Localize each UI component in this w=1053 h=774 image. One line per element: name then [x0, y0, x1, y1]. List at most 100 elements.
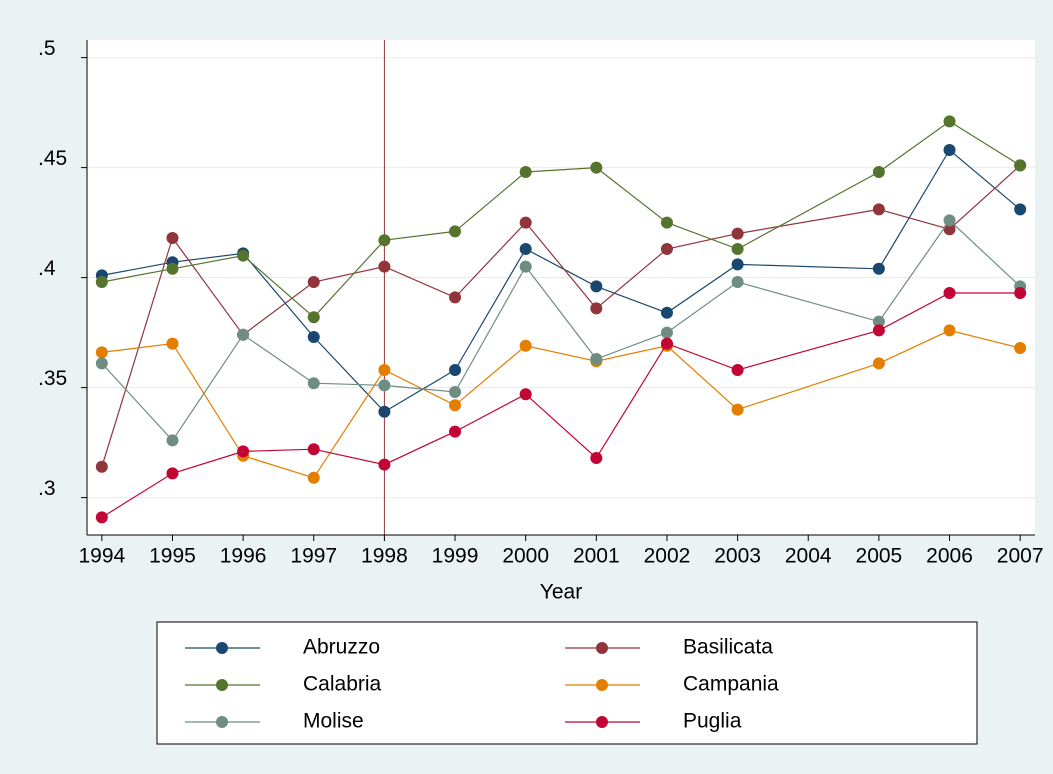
data-point [449, 386, 462, 398]
data-point [660, 326, 673, 339]
data-point [449, 399, 462, 412]
legend-label: Abruzzo [303, 636, 380, 659]
data-point [95, 276, 108, 288]
legend-label: Basilicata [683, 636, 773, 659]
y-tick-label: .4 [38, 257, 56, 280]
data-point [519, 243, 532, 255]
data-point [943, 324, 956, 337]
data-point [307, 311, 320, 324]
legend-marker [596, 716, 608, 728]
data-point [731, 364, 744, 376]
data-point [731, 243, 744, 255]
data-point [731, 403, 744, 416]
data-point [95, 460, 108, 473]
data-point [1014, 203, 1027, 216]
data-point [519, 260, 532, 273]
x-tick-label: 2005 [856, 545, 903, 568]
data-point [307, 331, 320, 343]
legend-marker [216, 716, 228, 728]
legend-marker [216, 679, 228, 691]
legend-label: Calabria [303, 673, 382, 696]
data-point [519, 216, 532, 229]
data-point [449, 225, 462, 238]
legend-label: Puglia [683, 710, 742, 733]
data-point [872, 324, 885, 337]
data-point [307, 377, 320, 390]
data-point [237, 249, 250, 262]
x-tick-label: 2002 [644, 545, 691, 568]
data-point [307, 471, 320, 484]
data-point [166, 262, 179, 275]
legend-marker [596, 642, 608, 654]
data-point [660, 243, 673, 255]
data-point [166, 232, 179, 244]
plot-area [87, 40, 1035, 535]
data-point [95, 346, 108, 359]
data-point [378, 260, 391, 273]
x-tick-label: 1996 [220, 545, 267, 568]
data-point [872, 357, 885, 370]
data-point [872, 315, 885, 328]
legend-marker [216, 642, 228, 654]
y-tick-label: .3 [38, 477, 56, 500]
data-point [1014, 287, 1027, 299]
data-point [590, 280, 603, 293]
y-tick-label: .35 [38, 367, 67, 390]
x-tick-label: 2007 [997, 545, 1044, 568]
data-point [1014, 342, 1027, 354]
data-point [378, 458, 391, 471]
data-point [166, 337, 179, 350]
legend-label: Molise [303, 710, 364, 733]
data-point [943, 144, 956, 156]
data-point [449, 364, 462, 376]
x-tick-label: 2001 [573, 545, 620, 568]
data-point [519, 388, 532, 401]
data-point [731, 276, 744, 288]
data-point [872, 166, 885, 178]
data-point [237, 328, 250, 341]
data-point [660, 216, 673, 229]
data-point [660, 306, 673, 319]
data-point [590, 161, 603, 174]
x-tick-label: 2000 [502, 545, 549, 568]
data-point [378, 364, 391, 376]
data-point [166, 434, 179, 447]
data-point [378, 405, 391, 418]
data-point [590, 353, 603, 365]
x-tick-label: 1994 [78, 545, 125, 568]
data-point [378, 379, 391, 392]
x-tick-label: 2006 [926, 545, 973, 568]
data-point [943, 115, 956, 128]
data-point [1014, 159, 1027, 172]
data-point [590, 302, 603, 315]
data-point [943, 214, 956, 227]
legend-label: Campania [683, 673, 779, 696]
data-point [95, 357, 108, 370]
data-point [95, 511, 108, 524]
data-point [378, 234, 391, 247]
x-axis-label: Year [540, 581, 582, 604]
data-point [307, 276, 320, 288]
data-point [237, 445, 250, 458]
data-point [943, 287, 956, 299]
legend-marker [596, 679, 608, 691]
data-point [166, 467, 179, 480]
y-tick-label: .45 [38, 147, 67, 170]
data-point [731, 258, 744, 271]
data-point [872, 262, 885, 275]
data-point [731, 227, 744, 240]
x-tick-label: 1999 [432, 545, 479, 568]
y-tick-label: .5 [38, 37, 56, 60]
data-point [449, 291, 462, 304]
data-point [519, 166, 532, 178]
x-tick-label: 2003 [714, 545, 761, 568]
data-point [872, 203, 885, 216]
data-point [307, 443, 320, 456]
legend [156, 621, 978, 745]
data-point [449, 425, 462, 438]
data-point [590, 452, 603, 464]
data-point [519, 339, 532, 352]
data-point [943, 223, 956, 236]
data-point [660, 337, 673, 350]
